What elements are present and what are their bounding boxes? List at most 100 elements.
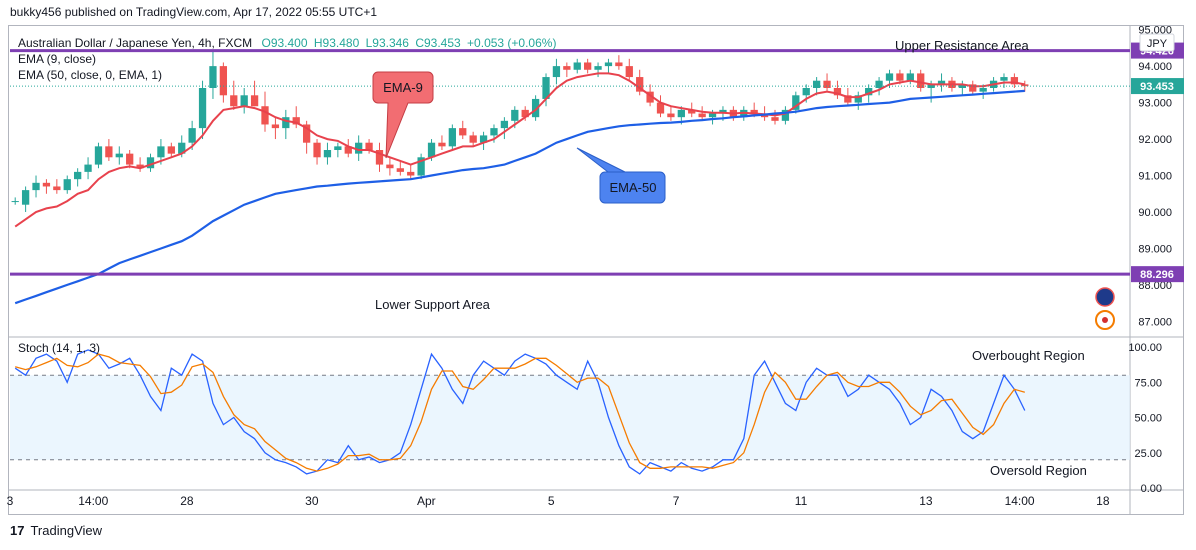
candle[interactable] <box>115 146 123 165</box>
ema9-line[interactable] <box>14 72 1025 228</box>
time-axis[interactable]: 3 14:00 28 30 Apr 5 7 11 13 14:00 18 <box>7 494 1110 508</box>
currency-badge[interactable] <box>1139 33 1175 52</box>
candle[interactable] <box>74 168 82 187</box>
stoch-d-line[interactable] <box>15 353 1025 472</box>
candle[interactable] <box>552 58 561 85</box>
oversold-annotation: Oversold Region <box>990 463 1087 478</box>
candle[interactable] <box>292 106 300 129</box>
footer-brand[interactable]: 17 TradingView <box>10 523 102 538</box>
ema9-callout-bubble[interactable] <box>372 71 434 159</box>
candle[interactable] <box>854 91 862 110</box>
ema50-callout-bubble[interactable] <box>576 147 666 204</box>
candle[interactable] <box>1010 73 1019 88</box>
candle[interactable] <box>667 106 675 121</box>
candle[interactable] <box>344 139 352 158</box>
candle-body <box>677 109 685 118</box>
candle[interactable] <box>969 80 977 96</box>
candle[interactable] <box>781 106 790 125</box>
candle[interactable] <box>604 58 613 74</box>
candle[interactable] <box>792 91 800 114</box>
candle-body <box>344 146 352 154</box>
legend-ema50: EMA (50, close, 0, EMA, 1) <box>18 68 162 82</box>
candle[interactable] <box>500 117 509 140</box>
time-tick-label: 11 <box>795 494 808 508</box>
candle[interactable] <box>542 73 550 107</box>
candlestick-series <box>11 51 1029 212</box>
candle[interactable] <box>531 95 540 121</box>
candle[interactable] <box>875 77 883 96</box>
candle[interactable] <box>438 135 446 150</box>
legend-open: O93.400 <box>261 36 307 50</box>
candle[interactable] <box>282 109 290 140</box>
stoch-axis[interactable]: 100.00 75.00 50.00 25.00 0.00 <box>1128 342 1162 495</box>
candle-body <box>136 164 144 169</box>
candle-body <box>771 117 779 121</box>
candle[interactable] <box>230 80 238 110</box>
candle[interactable] <box>375 142 384 172</box>
candle[interactable] <box>594 62 602 78</box>
candle[interactable] <box>250 80 259 107</box>
candle[interactable] <box>625 58 633 81</box>
candle[interactable] <box>105 139 113 161</box>
candle[interactable] <box>636 69 644 96</box>
candle[interactable] <box>771 109 779 125</box>
candle[interactable] <box>906 69 914 85</box>
candle[interactable] <box>698 106 706 121</box>
candle[interactable] <box>469 131 477 147</box>
candle-body <box>969 84 977 92</box>
candle[interactable] <box>84 157 92 180</box>
candle[interactable] <box>615 55 623 70</box>
candle[interactable] <box>271 117 280 140</box>
candle[interactable] <box>917 69 925 92</box>
candle[interactable] <box>334 142 342 158</box>
candle[interactable] <box>563 62 571 78</box>
candle[interactable] <box>146 153 155 172</box>
candle[interactable] <box>958 80 966 96</box>
candle[interactable] <box>313 139 321 165</box>
candle[interactable] <box>417 153 425 180</box>
candle[interactable] <box>323 142 332 165</box>
candle[interactable] <box>448 124 456 150</box>
candle[interactable] <box>42 179 51 194</box>
candle-body <box>302 124 311 143</box>
candle[interactable] <box>656 95 665 118</box>
candle[interactable] <box>833 80 842 99</box>
candle[interactable] <box>302 120 311 154</box>
candle[interactable] <box>812 77 821 96</box>
candle-body <box>146 157 155 169</box>
candle[interactable] <box>21 186 30 212</box>
time-tick-label: 14:00 <box>78 494 108 508</box>
candle[interactable] <box>53 179 61 194</box>
candle-body <box>292 117 300 125</box>
candle[interactable] <box>386 157 394 176</box>
candle[interactable] <box>584 58 592 74</box>
candle[interactable] <box>167 142 175 158</box>
candle[interactable] <box>823 73 831 92</box>
candle[interactable] <box>136 157 144 172</box>
candle[interactable] <box>937 73 946 92</box>
candle[interactable] <box>32 175 40 198</box>
candle[interactable] <box>198 80 207 140</box>
candle[interactable] <box>355 135 363 161</box>
stoch-k-line[interactable] <box>14 349 1026 475</box>
candle[interactable] <box>63 175 71 194</box>
candle[interactable] <box>396 160 404 176</box>
candle[interactable] <box>126 150 134 169</box>
candle[interactable] <box>459 120 467 140</box>
candle[interactable] <box>365 139 373 154</box>
australia-flag-icon[interactable] <box>1095 287 1115 307</box>
candle[interactable] <box>94 142 103 169</box>
candle-body <box>552 66 561 78</box>
candle[interactable] <box>479 131 488 150</box>
candle[interactable] <box>209 51 217 99</box>
candle[interactable] <box>219 62 228 103</box>
candle[interactable] <box>11 197 19 205</box>
ema50-line[interactable] <box>14 89 1025 305</box>
stoch-tick-label: 50.00 <box>1134 413 1162 425</box>
candle[interactable] <box>573 58 581 74</box>
candle[interactable] <box>407 164 415 180</box>
price-axis[interactable]: 95.00094.00093.00092.00091.00090.00089.0… <box>1138 25 1172 329</box>
candle-body <box>479 135 488 143</box>
candle[interactable] <box>240 88 248 114</box>
